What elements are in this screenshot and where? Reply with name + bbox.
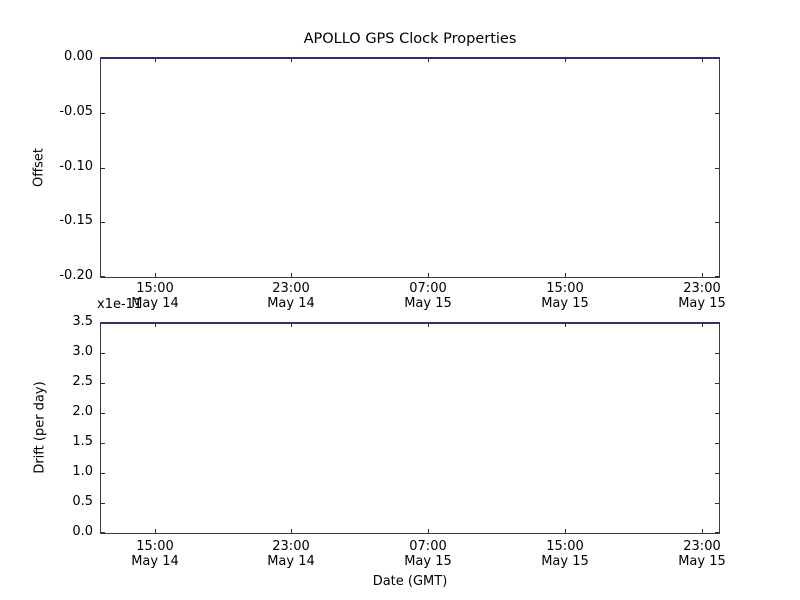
tick-mark bbox=[101, 222, 105, 223]
y-tick-label: -0.15 bbox=[59, 213, 93, 228]
x-tick-label-date: May 15 bbox=[541, 296, 589, 311]
x-tick-label-time: 07:00 bbox=[409, 281, 447, 296]
tick-mark bbox=[291, 58, 292, 62]
y-tick-label: -0.20 bbox=[59, 268, 93, 283]
y-tick-label: 2.0 bbox=[72, 404, 93, 419]
tick-mark bbox=[715, 532, 719, 533]
tick-mark bbox=[101, 503, 105, 504]
tick-mark bbox=[101, 443, 105, 444]
tick-mark bbox=[715, 353, 719, 354]
y-tick-label: 3.0 bbox=[72, 344, 93, 359]
tick-mark bbox=[428, 58, 429, 62]
tick-mark bbox=[428, 323, 429, 327]
tick-mark bbox=[101, 473, 105, 474]
x-tick-label-date: May 15 bbox=[678, 554, 726, 569]
y-tick-label: -0.05 bbox=[59, 104, 93, 119]
tick-mark bbox=[101, 532, 105, 533]
x-axis-label: Date (GMT) bbox=[372, 574, 448, 589]
tick-mark bbox=[565, 273, 566, 277]
tick-mark bbox=[715, 413, 719, 414]
tick-mark bbox=[715, 443, 719, 444]
tick-mark bbox=[702, 273, 703, 277]
tick-mark bbox=[291, 273, 292, 277]
tick-mark bbox=[101, 276, 105, 277]
tick-mark bbox=[101, 168, 105, 169]
x-tick-label-time: 23:00 bbox=[683, 281, 721, 296]
tick-mark bbox=[715, 503, 719, 504]
y-tick-label: 0.5 bbox=[72, 494, 93, 509]
tick-mark bbox=[702, 323, 703, 327]
tick-mark bbox=[565, 58, 566, 62]
x-tick-label-time: 15:00 bbox=[546, 281, 584, 296]
x-tick-label-date: May 14 bbox=[267, 296, 315, 311]
tick-mark bbox=[715, 168, 719, 169]
x-tick-label-date: May 14 bbox=[131, 296, 179, 311]
y-tick-label: -0.10 bbox=[59, 159, 93, 174]
tick-mark bbox=[702, 58, 703, 62]
x-tick-label-time: 15:00 bbox=[136, 539, 174, 554]
tick-mark bbox=[715, 113, 719, 114]
chart-title: APOLLO GPS Clock Properties bbox=[303, 31, 517, 47]
tick-mark bbox=[565, 529, 566, 533]
tick-mark bbox=[155, 58, 156, 62]
x-tick-label-time: 15:00 bbox=[136, 281, 174, 296]
tick-mark bbox=[428, 529, 429, 533]
x-tick-label-time: 15:00 bbox=[546, 539, 584, 554]
x-tick-label-time: 23:00 bbox=[272, 539, 310, 554]
x-tick-label-date: May 15 bbox=[541, 554, 589, 569]
tick-mark bbox=[101, 353, 105, 354]
y-tick-label: 2.5 bbox=[72, 374, 93, 389]
y-tick-label: 3.5 bbox=[72, 314, 93, 329]
y-tick-label: 1.5 bbox=[72, 434, 93, 449]
tick-mark bbox=[715, 473, 719, 474]
tick-mark bbox=[565, 323, 566, 327]
x-tick-label-date: May 15 bbox=[404, 554, 452, 569]
offset-plot-area bbox=[100, 57, 720, 278]
tick-mark bbox=[101, 413, 105, 414]
tick-mark bbox=[715, 383, 719, 384]
x-tick-label-date: May 15 bbox=[404, 296, 452, 311]
y-tick-label: 0.0 bbox=[72, 524, 93, 539]
x-tick-label-time: 07:00 bbox=[409, 539, 447, 554]
tick-mark bbox=[291, 529, 292, 533]
tick-mark bbox=[101, 383, 105, 384]
x-tick-label-time: 23:00 bbox=[272, 281, 310, 296]
tick-mark bbox=[155, 273, 156, 277]
y-tick-label: 0.00 bbox=[64, 49, 93, 64]
tick-mark bbox=[715, 276, 719, 277]
tick-mark bbox=[702, 529, 703, 533]
y-tick-label: 1.0 bbox=[72, 464, 93, 479]
x-tick-label-date: May 15 bbox=[678, 296, 726, 311]
tick-mark bbox=[155, 529, 156, 533]
drift-plot-area bbox=[100, 322, 720, 534]
x-tick-label-date: May 14 bbox=[267, 554, 315, 569]
tick-mark bbox=[101, 113, 105, 114]
drift-series-line bbox=[100, 322, 720, 324]
tick-mark bbox=[291, 323, 292, 327]
y-axis-multiplier-label: x1e-11 bbox=[97, 297, 143, 312]
offset-series-line bbox=[100, 57, 720, 59]
tick-mark bbox=[715, 222, 719, 223]
tick-mark bbox=[155, 323, 156, 327]
tick-mark bbox=[428, 273, 429, 277]
x-tick-label-date: May 14 bbox=[131, 554, 179, 569]
x-tick-label-time: 23:00 bbox=[683, 539, 721, 554]
